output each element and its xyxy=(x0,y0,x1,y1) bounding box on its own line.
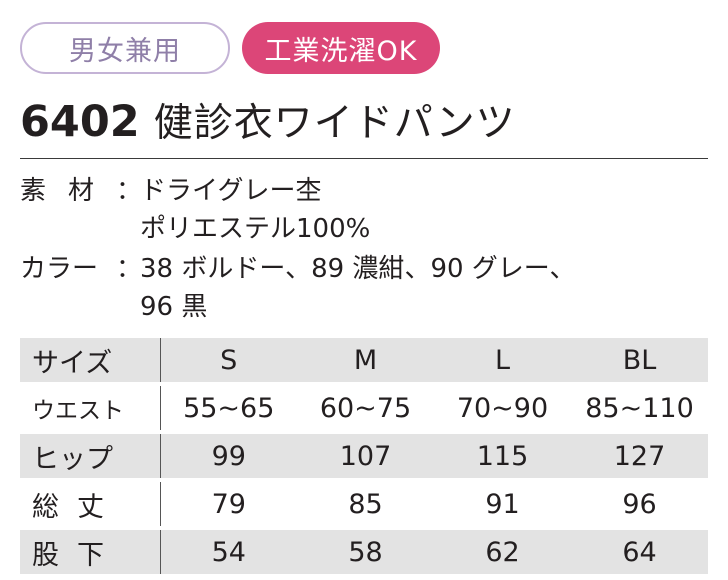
table-cell: 79 xyxy=(160,478,297,528)
table-cell: 62 xyxy=(434,526,571,574)
table-cell: 64 xyxy=(571,526,708,574)
size-corner-label: サイズ xyxy=(20,338,161,384)
table-cell: 85~110 xyxy=(571,382,708,432)
table-row: 股下 54 58 62 64 xyxy=(20,526,708,574)
table-cell: 60~75 xyxy=(297,382,434,432)
row-label-length: 総丈 xyxy=(20,478,161,528)
table-cell: 127 xyxy=(571,430,708,480)
material-label: 素材 xyxy=(20,176,117,206)
material-value-1: ドライグレー杢 xyxy=(140,176,322,206)
material-line: 素材 xyxy=(20,172,140,210)
table-cell: 91 xyxy=(434,478,571,528)
table-row: ウエスト 55~65 60~75 70~90 85~110 xyxy=(20,382,708,432)
material-colon: ： xyxy=(116,176,143,206)
color-value-2: 96 黒 xyxy=(140,292,208,322)
table-cell: 96 xyxy=(571,478,708,528)
table-row: 総丈 79 85 91 96 xyxy=(20,478,708,528)
table-cell: 115 xyxy=(434,430,571,480)
table-row: ヒップ 99 107 115 127 xyxy=(20,430,708,480)
product-code: 6402 xyxy=(20,97,140,147)
table-cell: 99 xyxy=(160,430,297,480)
material-label-wrap: 素材 xyxy=(20,172,140,210)
product-title: 6402 健診衣ワイドパンツ xyxy=(20,92,516,154)
table-cell: 70~90 xyxy=(434,382,571,432)
size-table: サイズ S M L BL ウエスト 55~65 60~75 70~90 85~1… xyxy=(20,338,708,574)
row-label-waist: ウエスト xyxy=(20,382,161,432)
size-column-header: BL xyxy=(571,338,708,384)
size-header-row: サイズ S M L BL xyxy=(20,338,708,384)
table-cell: 54 xyxy=(160,526,297,574)
row-label-hip: ヒップ xyxy=(20,430,161,480)
table-cell: 55~65 xyxy=(160,382,297,432)
unisex-badge: 男女兼用 xyxy=(20,22,230,74)
size-column-header: M xyxy=(297,338,434,384)
color-label: カラー xyxy=(20,254,99,284)
table-cell: 85 xyxy=(297,478,434,528)
color-value-1: 38 ボルドー、89 濃紺、90 グレー、 xyxy=(140,254,576,284)
table-cell: 107 xyxy=(297,430,434,480)
size-column-header: L xyxy=(434,338,571,384)
color-colon: ： xyxy=(116,254,143,284)
size-column-header: S xyxy=(160,338,297,384)
industrial-wash-badge: 工業洗濯OK xyxy=(242,22,440,74)
table-cell: 58 xyxy=(297,526,434,574)
material-value-2: ポリエステル100% xyxy=(140,214,371,244)
product-name: 健診衣ワイドパンツ xyxy=(153,101,516,146)
title-divider xyxy=(20,158,708,159)
row-label-inseam: 股下 xyxy=(20,526,161,574)
